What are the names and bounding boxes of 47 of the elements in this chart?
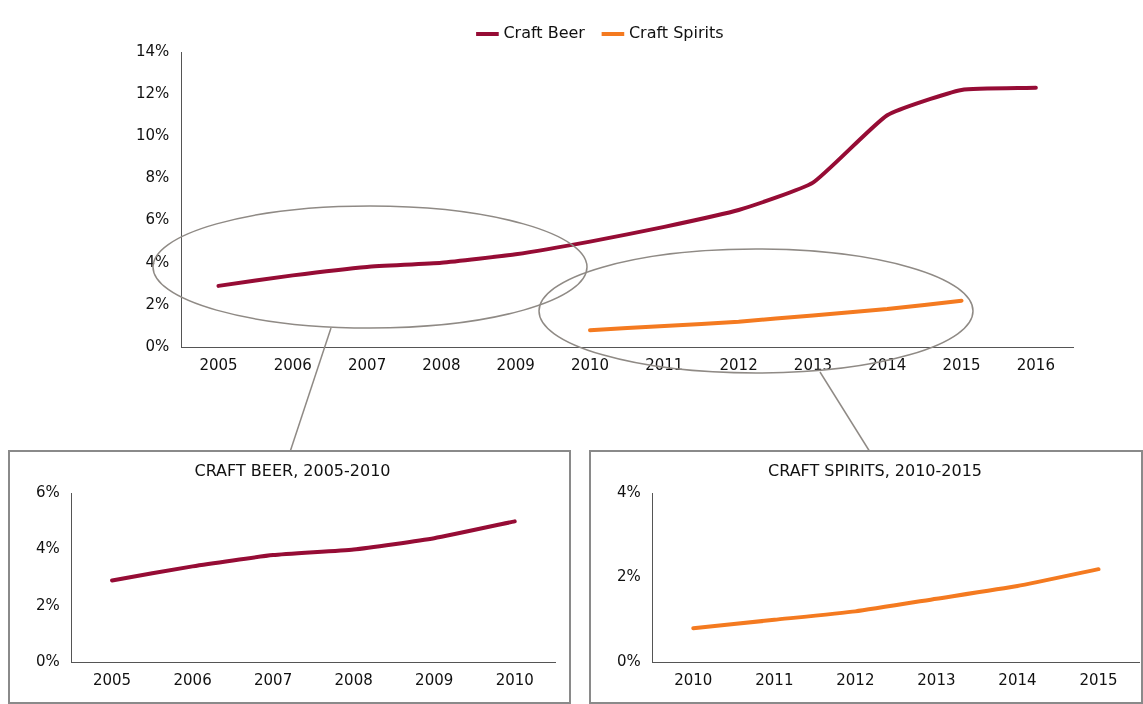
legend-label: Craft Spirits: [628, 23, 724, 43]
x-tick-label: 2011: [755, 670, 794, 689]
line-series: [216, 85, 1038, 288]
x-tick-label: 2005: [92, 670, 132, 689]
x-tick-label: 2007: [348, 355, 387, 374]
y-tick-label: 8%: [145, 168, 170, 187]
y-tick-label: 12%: [136, 84, 170, 103]
line-series: [110, 519, 517, 583]
chart-title: CRAFT SPIRITS, 2010-2015: [767, 460, 983, 480]
x-tick-label: 2014: [868, 355, 907, 374]
x-tick-label: 2013: [793, 355, 833, 374]
y-tick-label: 0%: [145, 336, 170, 355]
x-tick-label: 2014: [998, 670, 1037, 689]
y-tick-label: 2%: [145, 294, 170, 313]
x-tick-label: 2010: [495, 670, 534, 689]
y-tick-label: 4%: [36, 539, 60, 558]
legend-label: Craft Beer: [503, 23, 586, 43]
y-tick-label: 0%: [617, 651, 641, 670]
y-tick-label: 2%: [617, 567, 641, 586]
chart-title: CRAFT BEER, 2005-2010: [194, 460, 391, 480]
x-tick-label: 2005: [199, 355, 238, 374]
x-tick-label: 2015: [942, 355, 981, 374]
x-tick-label: 2010: [570, 355, 610, 374]
x-tick-label: 2013: [917, 670, 956, 689]
line-series: [588, 298, 964, 333]
x-tick-label: 2016: [1016, 355, 1055, 374]
x-tick-label: 2009: [415, 670, 454, 689]
x-tick-label: 2011: [645, 355, 684, 374]
y-tick-label: 6%: [36, 483, 60, 502]
x-tick-label: 2008: [422, 355, 461, 374]
x-tick-label: 2007: [254, 670, 293, 689]
y-tick-label: 4%: [145, 252, 170, 271]
y-tick-label: 10%: [136, 126, 170, 145]
x-tick-label: 2012: [836, 670, 875, 689]
line-series: [691, 567, 1101, 631]
x-tick-label: 2012: [719, 355, 758, 374]
x-tick-label: 2008: [334, 670, 373, 689]
x-tick-label: 2006: [173, 670, 212, 689]
x-tick-label: 2010: [674, 670, 713, 689]
y-tick-label: 2%: [36, 595, 60, 614]
x-tick-label: 2006: [273, 355, 312, 374]
y-tick-label: 4%: [617, 483, 641, 502]
x-tick-label: 2009: [496, 355, 535, 374]
y-tick-label: 0%: [36, 651, 60, 670]
x-tick-label: 2015: [1079, 670, 1118, 689]
y-tick-label: 6%: [145, 210, 170, 229]
y-tick-label: 14%: [136, 41, 170, 60]
